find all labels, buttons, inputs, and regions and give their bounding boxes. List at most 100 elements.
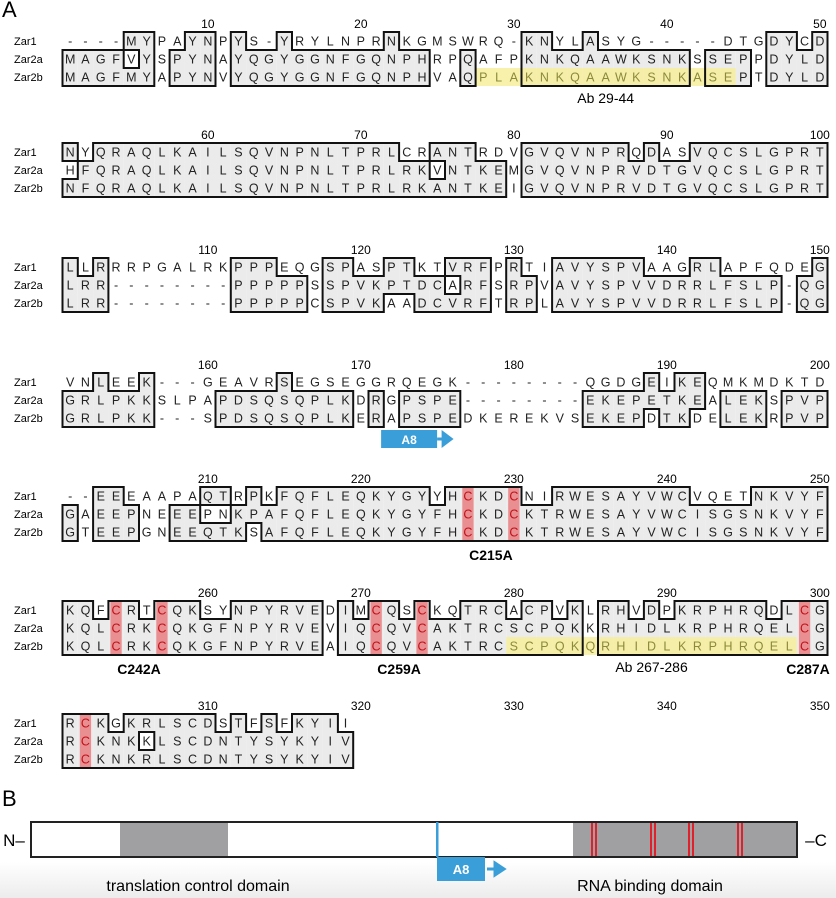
residue: P	[816, 412, 824, 426]
cysteine-highlight	[798, 600, 811, 656]
conserved-cell	[674, 601, 690, 619]
residue: I	[344, 604, 347, 618]
conserved-cell	[460, 50, 476, 68]
residue: -	[175, 412, 179, 426]
conserved-cell	[200, 179, 216, 197]
residue: S	[265, 735, 273, 749]
residue: H	[724, 640, 733, 654]
residue: P	[709, 640, 717, 654]
residue: Q	[96, 182, 106, 196]
conserved-cell	[796, 161, 813, 179]
conserved-cell	[276, 505, 292, 523]
residue: -	[787, 279, 791, 293]
residue: -	[527, 376, 531, 390]
residue: S	[601, 508, 609, 522]
conserved-cell	[353, 68, 369, 86]
residue: R	[555, 508, 564, 522]
conserved-cell	[337, 601, 354, 619]
residue: E	[739, 394, 747, 408]
residue: P	[601, 146, 609, 160]
residue: R	[479, 604, 488, 618]
conserved-cell	[307, 179, 323, 197]
conserved-cell	[735, 50, 751, 68]
residue: S	[265, 717, 273, 731]
conserved-cell	[521, 294, 537, 312]
conserved-cell	[200, 619, 216, 637]
residue: N	[525, 490, 534, 504]
residue: D	[647, 182, 656, 196]
residue: N	[280, 182, 289, 196]
conserved-cell	[123, 619, 139, 637]
residue: V	[571, 297, 580, 311]
conserved-cell	[429, 179, 445, 197]
conserved-cell	[521, 601, 537, 619]
residue: R	[280, 640, 289, 654]
sequence-name: Zar2b	[14, 298, 43, 310]
residue: Q	[249, 164, 259, 178]
residue: A	[81, 71, 90, 85]
residue: P	[280, 279, 288, 293]
residue: V	[250, 376, 259, 390]
residue: A	[142, 490, 151, 504]
conserved-cell	[689, 294, 706, 312]
conserved-cell	[215, 523, 231, 541]
residue: G	[295, 71, 305, 85]
conserved-cell	[368, 409, 384, 427]
conserved-cell	[567, 276, 583, 294]
conserved-cell	[628, 179, 644, 197]
conserved-cell	[536, 50, 553, 68]
mutation-label: C215A	[469, 547, 513, 563]
residue: C	[418, 640, 427, 654]
conserved-cell	[674, 523, 690, 541]
residue: Q	[387, 604, 397, 618]
position-number: 290	[657, 586, 677, 600]
conserved-cell	[322, 294, 338, 312]
conserved-cell	[490, 179, 507, 197]
residue: V	[632, 279, 641, 293]
residue: C	[494, 622, 503, 636]
residue: F	[82, 182, 90, 196]
conserved-cell	[139, 373, 155, 391]
residue: Q	[448, 604, 458, 618]
conserved-cell	[123, 409, 139, 427]
residue: G	[310, 71, 320, 85]
residue: R	[601, 604, 610, 618]
residue: N	[157, 526, 166, 540]
residue: A	[479, 53, 488, 67]
conserved-cell	[812, 619, 828, 637]
residue: Q	[463, 71, 473, 85]
conserved-cell	[307, 714, 323, 732]
antibody-epitope-highlight	[475, 68, 736, 86]
residue: S	[739, 526, 747, 540]
conserved-cell	[276, 732, 292, 750]
residue: A	[188, 490, 197, 504]
residue: C	[418, 622, 427, 636]
residue: N	[586, 146, 595, 160]
residue: C	[402, 146, 411, 160]
conserved-cell	[445, 161, 461, 179]
residue: T	[740, 35, 748, 49]
residue: Y	[311, 753, 320, 767]
conserved-cell	[77, 409, 94, 427]
conserved-cell	[812, 601, 828, 619]
position-number: 300	[810, 586, 830, 600]
conserved-cell	[337, 619, 354, 637]
residue: F	[112, 53, 120, 67]
conserved-cell	[368, 50, 384, 68]
conserved-cell	[643, 505, 660, 523]
residue: L	[189, 261, 196, 275]
residue: F	[311, 526, 319, 540]
residue: P	[540, 604, 548, 618]
residue: F	[219, 640, 227, 654]
residue: P	[234, 297, 242, 311]
conserved-cell	[399, 258, 415, 276]
conserved-cell	[123, 68, 139, 86]
conserved-cell	[552, 294, 568, 312]
residue: K	[66, 640, 75, 654]
residue: P	[250, 297, 258, 311]
residue: G	[65, 412, 75, 426]
conserved-cell	[429, 619, 445, 637]
conserved-cell	[536, 619, 553, 637]
position-number: 170	[351, 358, 371, 372]
conserved-cell	[674, 619, 690, 637]
